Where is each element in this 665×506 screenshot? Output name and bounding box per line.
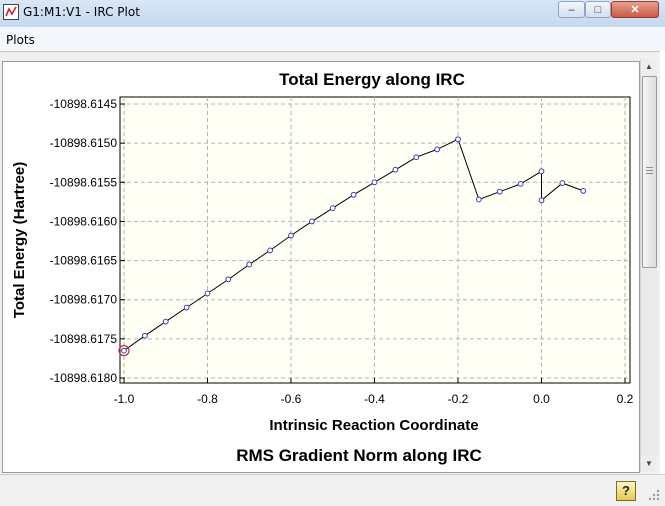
- scroll-down-icon[interactable]: ▼: [641, 456, 657, 472]
- series-energy: [118, 136, 587, 357]
- vertical-scrollbar[interactable]: ▲ ▼: [640, 59, 657, 472]
- y-tick-label: -10898.6145: [50, 97, 118, 111]
- y-tick-label: -10898.6155: [50, 175, 118, 189]
- data-point: [350, 191, 357, 198]
- close-icon: ✕: [630, 4, 640, 16]
- scroll-up-icon[interactable]: ▲: [641, 59, 657, 75]
- data-point: [308, 218, 315, 225]
- x-tick-label: -0.8: [197, 392, 218, 406]
- y-tick-label: -10898.6150: [50, 136, 118, 150]
- app-icon: [3, 4, 19, 20]
- data-point: [496, 188, 503, 195]
- data-point: [434, 146, 441, 153]
- menu-bar: Plots: [0, 27, 665, 51]
- data-point: [455, 136, 461, 143]
- menu-plots[interactable]: Plots: [6, 33, 35, 47]
- y-tick-label: -10898.6165: [50, 254, 118, 268]
- data-point: [225, 276, 232, 283]
- data-point: [413, 154, 420, 161]
- close-button[interactable]: ✕: [611, 1, 659, 18]
- status-bar: ?: [0, 474, 665, 506]
- y-axis-label: Total Energy (Hartree): [11, 162, 28, 318]
- x-tick-label: 0.2: [617, 392, 634, 406]
- minimize-button[interactable]: –: [558, 1, 585, 18]
- data-point: [371, 179, 378, 186]
- scroll-thumb[interactable]: [642, 76, 657, 268]
- data-point: [475, 196, 482, 203]
- x-tick-label: -0.6: [281, 392, 302, 406]
- data-point: [538, 168, 545, 175]
- data-point: [162, 318, 169, 325]
- energy-plot: Total Energy along IRC -10898.6145-10898…: [11, 70, 634, 465]
- second-chart-title: RMS Gradient Norm along IRC: [236, 446, 482, 465]
- help-button[interactable]: ?: [616, 481, 636, 501]
- maximize-icon: □: [594, 4, 602, 16]
- data-point: [392, 166, 399, 173]
- help-icon: ?: [622, 483, 630, 498]
- x-tick-label: 0.0: [533, 392, 550, 406]
- y-tick-label: -10898.6160: [50, 214, 118, 228]
- x-tick-label: -1.0: [114, 392, 135, 406]
- chart-title: Total Energy along IRC: [279, 70, 465, 89]
- maximize-button[interactable]: □: [585, 1, 611, 18]
- title-bar: G1:M1:V1 - IRC Plot – □ ✕: [0, 0, 665, 28]
- client-area: Total Energy along IRC -10898.6145 -10898…: [0, 51, 660, 474]
- data-point: [559, 180, 566, 186]
- resize-grip-icon[interactable]: [645, 486, 661, 502]
- plot-panel: Total Energy along IRC -10898.6145 -10898…: [2, 61, 640, 473]
- y-tick-label: -10898.6170: [50, 293, 118, 307]
- data-point: [204, 290, 211, 297]
- highlight-marker: [118, 344, 130, 357]
- x-axis-label: Intrinsic Reaction Coordinate: [269, 417, 478, 434]
- x-tick-label: -0.2: [448, 392, 469, 406]
- data-point: [246, 261, 253, 268]
- window-title: G1:M1:V1 - IRC Plot: [23, 5, 140, 19]
- y-tick-label: -10898.6180: [50, 371, 118, 385]
- data-point: [538, 197, 545, 204]
- data-point: [267, 247, 274, 254]
- data-point: [580, 187, 587, 194]
- data-point: [183, 304, 190, 311]
- data-point: [517, 180, 524, 187]
- data-point: [329, 205, 336, 212]
- series-line: [123, 138, 584, 352]
- axes: -10898.6145 -10898.6150 -10898.6155 -10898.…: [50, 97, 634, 406]
- x-tick-label: -0.4: [364, 392, 385, 406]
- minimize-icon: –: [568, 4, 575, 16]
- y-tick-label: -10898.6175: [50, 332, 118, 346]
- data-point: [121, 347, 127, 354]
- data-point: [288, 232, 294, 239]
- data-point: [141, 332, 148, 339]
